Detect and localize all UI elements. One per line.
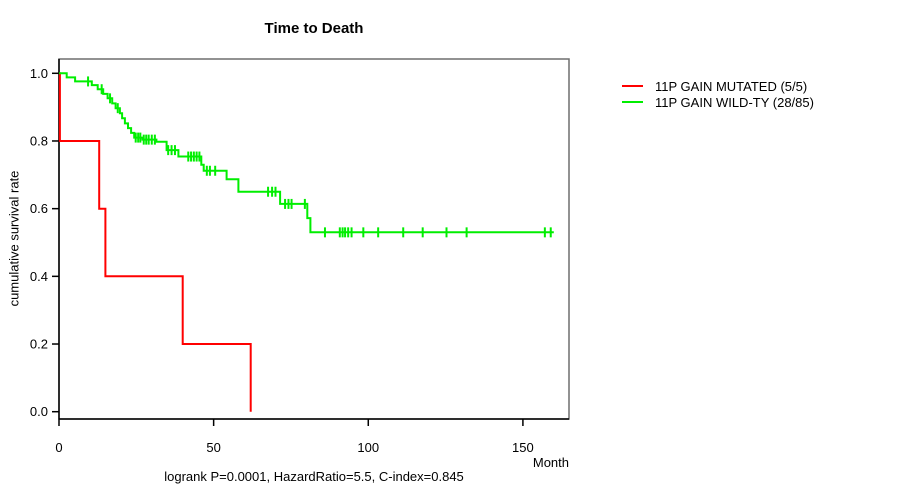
- x-tick-label: 50: [206, 440, 220, 455]
- x-tick-label: 150: [512, 440, 534, 455]
- x-tick-label: 0: [55, 440, 62, 455]
- y-tick-label: 0.6: [30, 201, 48, 216]
- y-tick-label: 0.8: [30, 133, 48, 148]
- legend-label-wildtype: 11P GAIN WILD-TY (28/85): [655, 94, 814, 110]
- stats-caption: logrank P=0.0001, HazardRatio=5.5, C-ind…: [164, 469, 464, 484]
- y-tick-label: 0.4: [30, 269, 48, 284]
- y-tick-label: 0.2: [30, 337, 48, 352]
- legend-label-mutated: 11P GAIN MUTATED (5/5): [655, 78, 808, 94]
- plot-frame: [58, 58, 570, 420]
- y-tick-label: 1.0: [30, 66, 48, 81]
- legend: 11P GAIN MUTATED (5/5) 11P GAIN WILD-TY …: [622, 78, 814, 110]
- legend-item-wildtype: 11P GAIN WILD-TY (28/85): [622, 94, 814, 110]
- km-curve-0: [58, 72, 252, 412]
- km-curve-1: [59, 72, 554, 234]
- legend-line-swatch-green: [622, 101, 643, 103]
- x-tick-label: 100: [357, 440, 379, 455]
- legend-line-swatch-red: [622, 85, 643, 87]
- legend-item-mutated: 11P GAIN MUTATED (5/5): [622, 78, 814, 94]
- chart-title: Time to Death: [264, 20, 364, 37]
- y-tick-label: 0.0: [30, 404, 48, 419]
- x-axis-title: Month: [532, 455, 569, 470]
